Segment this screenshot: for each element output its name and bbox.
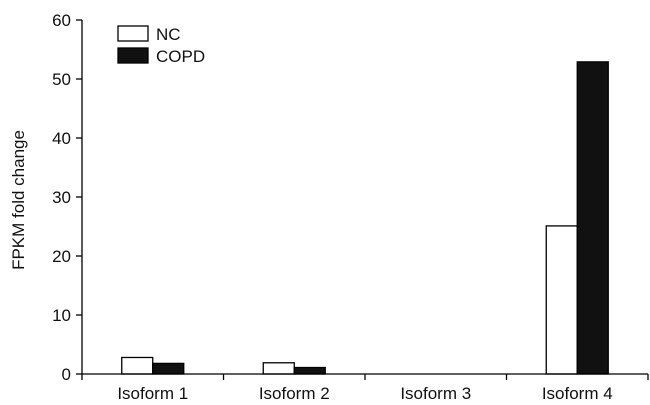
y-tick-label: 20: [52, 247, 71, 266]
x-tick-label: Isoform 3: [400, 384, 471, 403]
y-axis-title: FPKM fold change: [9, 130, 28, 270]
legend-swatch-nc: [117, 25, 149, 42]
y-tick-label: 50: [52, 70, 71, 89]
bar-copd-1: [152, 362, 185, 375]
legend: NC COPD: [117, 25, 205, 66]
y-tick-label: 60: [52, 11, 71, 30]
legend-label-copd: COPD: [156, 47, 205, 66]
x-tick-label: Isoform 2: [259, 384, 330, 403]
y-tick-label: 40: [52, 129, 71, 148]
bar-copd-2: [293, 366, 326, 375]
x-axis: Isoform 1 Isoform 2 Isoform 3 Isoform 4: [81, 373, 649, 403]
y-tick-label: 10: [52, 306, 71, 325]
bar-nc-4: [545, 225, 578, 375]
y-axis: 0 10 20 30 40 50 60: [52, 11, 83, 384]
legend-label-nc: NC: [156, 25, 181, 44]
y-tick-label: 0: [62, 365, 71, 384]
bar-copd-4: [576, 61, 609, 375]
x-tick-label: Isoform 1: [117, 384, 188, 403]
y-tick-label: 30: [52, 188, 71, 207]
legend-swatch-copd: [117, 47, 149, 64]
x-tick-label: Isoform 4: [542, 384, 613, 403]
bar-nc-2: [262, 362, 295, 375]
bar-nc-1: [121, 356, 154, 375]
plot-area: [121, 61, 609, 375]
